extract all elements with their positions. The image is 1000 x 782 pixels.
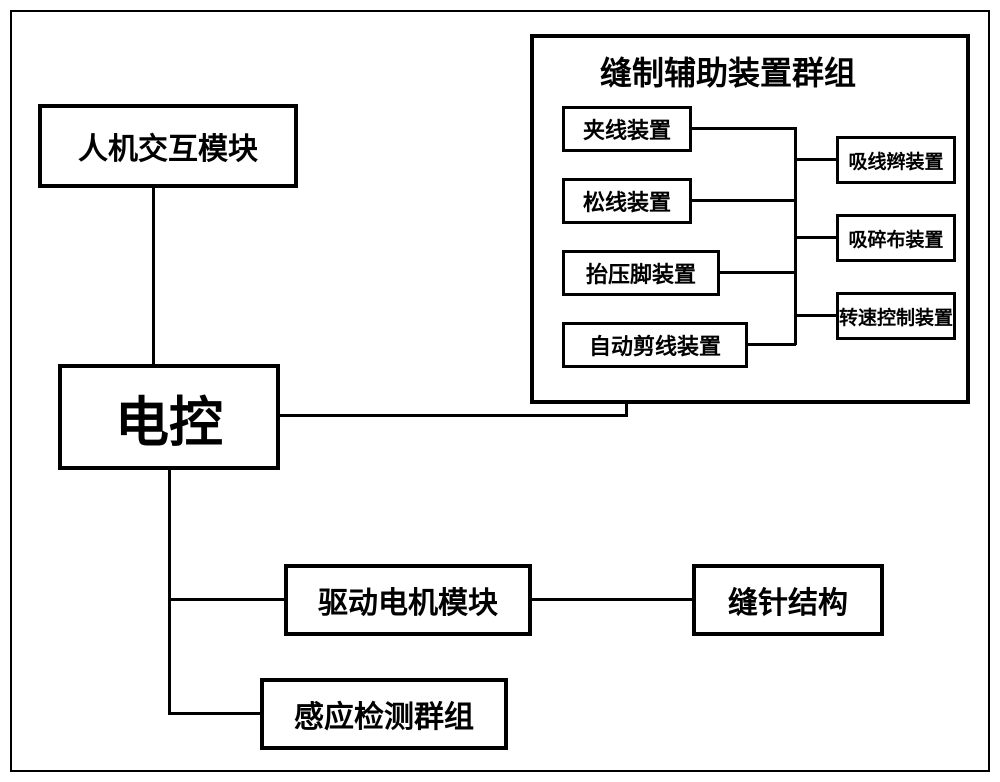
block-sensor-label: 感应检测群组 [294,692,474,736]
line-stub-l2 [720,271,796,274]
sub-right-2: 转速控制装置 [836,292,956,340]
line-ec-to-group [280,414,628,417]
line-stub-l1 [692,199,796,202]
sub-left-2: 抬压脚装置 [562,250,720,296]
sub-left-3: 自动剪线装置 [562,322,748,368]
line-stub-r2 [794,314,836,317]
block-sensor: 感应检测群组 [260,678,508,750]
line-stub-r1 [794,236,836,239]
line-ec-down [168,470,171,714]
line-to-motor [168,598,284,601]
line-stub-l0 [692,127,796,130]
block-ec: 电控 [58,364,280,470]
line-stub-r0 [794,158,836,161]
sub-right-0: 吸线辫装置 [836,136,956,184]
block-motor-label: 驱动电机模块 [318,578,498,622]
block-motor: 驱动电机模块 [284,564,532,636]
sub-right-1: 吸碎布装置 [836,214,956,262]
line-stub-l3 [748,343,796,346]
block-needle-label: 缝针结构 [728,578,848,622]
line-to-sensor [168,712,260,715]
block-needle: 缝针结构 [692,564,884,636]
line-motor-needle [532,598,692,601]
block-hmi: 人机交互模块 [38,104,298,188]
sub-left-0: 夹线装置 [562,106,692,152]
line-hmi-down [152,188,155,364]
sub-left-1: 松线装置 [562,178,692,224]
block-ec-label: 电控 [115,378,223,457]
block-hmi-label: 人机交互模块 [78,124,258,168]
group-title: 缝制辅助装置群组 [600,48,856,94]
line-group-up [625,404,628,417]
